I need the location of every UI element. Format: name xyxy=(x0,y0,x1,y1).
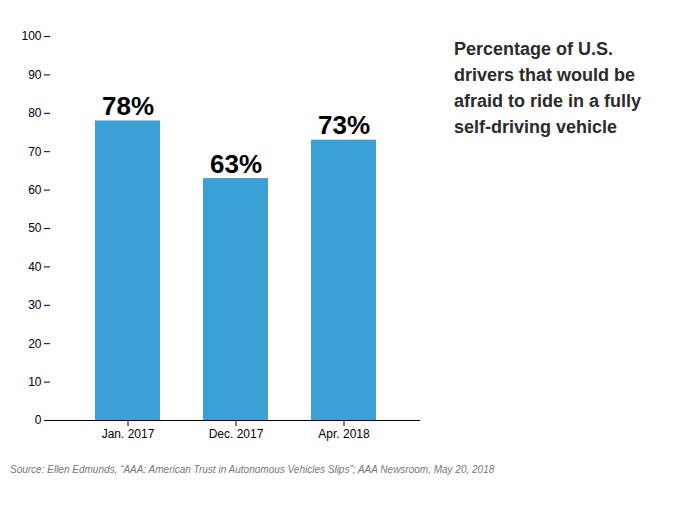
html-text:drivers that would be: drivers that would be xyxy=(454,65,635,86)
svg-text:70: 70 xyxy=(28,145,42,159)
svg-text:90: 90 xyxy=(28,68,42,82)
svg-text:63%: 63% xyxy=(210,149,262,179)
svg-text:0: 0 xyxy=(35,413,42,427)
svg-text:Dec. 2017: Dec. 2017 xyxy=(209,427,264,441)
html-text:self-driving vehicle: self-driving vehicle xyxy=(454,117,618,138)
svg-text:40: 40 xyxy=(28,260,42,274)
html-text:afraid to ride in a fully: afraid to ride in a fully xyxy=(454,91,641,112)
svg-text:80: 80 xyxy=(28,106,42,120)
svg-text:30: 30 xyxy=(28,298,42,312)
html-text:Percentage of U.S.: Percentage of U.S. xyxy=(454,39,613,59)
svg-text:100: 100 xyxy=(21,29,41,43)
svg-text:20: 20 xyxy=(28,337,42,351)
svg-text:Apr. 2018: Apr. 2018 xyxy=(318,427,370,441)
svg-text:10: 10 xyxy=(28,375,42,389)
html-text:Source: Ellen Edmunds, “AAA: A: Source: Ellen Edmunds, “AAA: American Tr… xyxy=(10,464,495,475)
svg-text:50: 50 xyxy=(28,221,42,235)
svg-text:60: 60 xyxy=(28,183,42,197)
svg-text:78%: 78% xyxy=(102,91,154,121)
svg-text:Jan. 2017: Jan. 2017 xyxy=(102,427,155,441)
svg-text:73%: 73% xyxy=(318,110,370,140)
